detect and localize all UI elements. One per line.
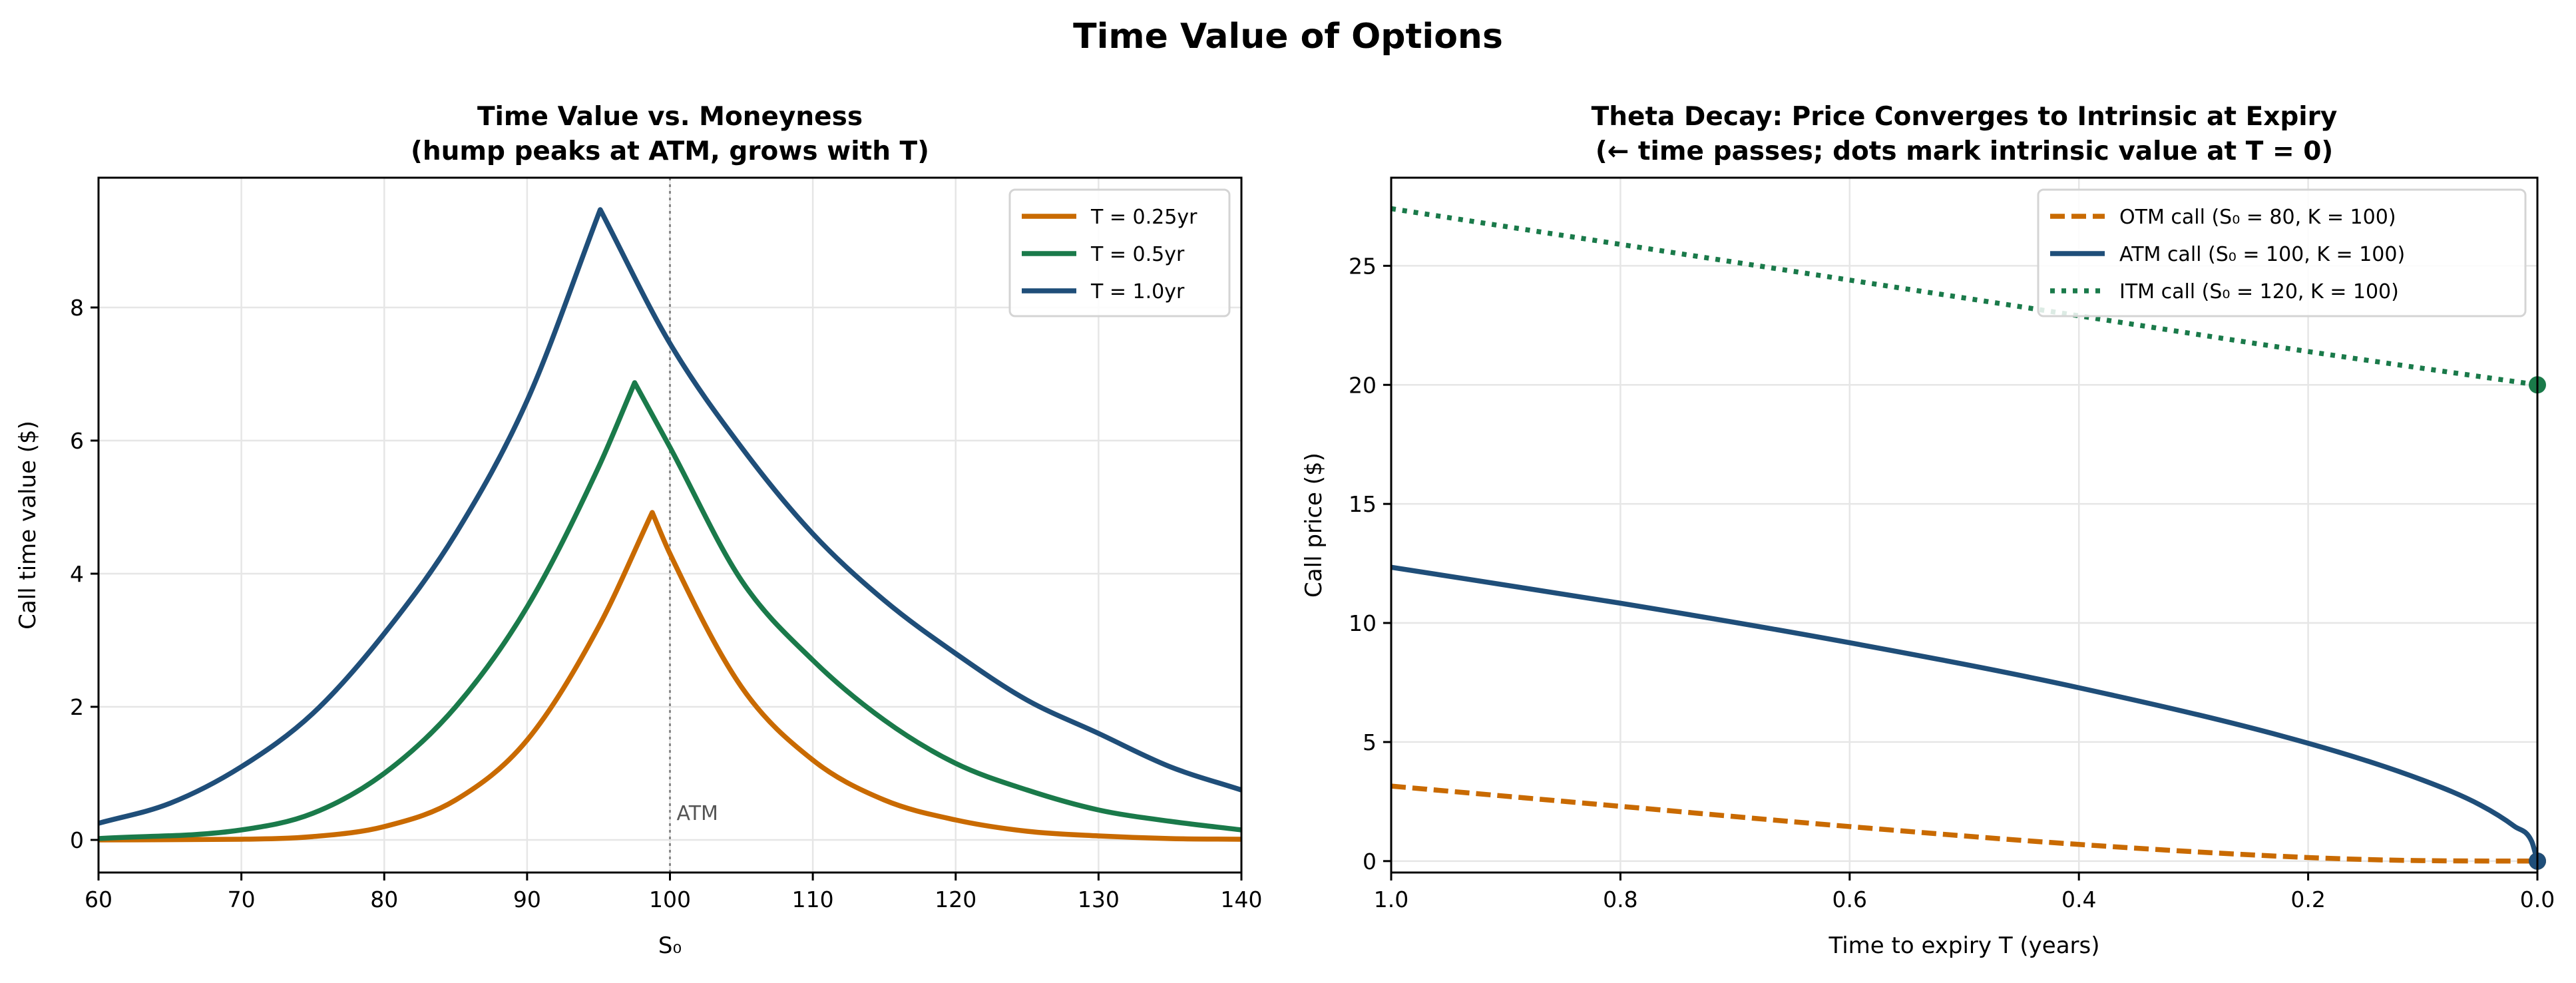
x-tick-label: 0.4: [2061, 886, 2096, 912]
x-tick-label: 0.8: [1603, 886, 1637, 912]
y-tick-label: 0: [1363, 849, 1377, 875]
figure-title: Time Value of Options: [1073, 17, 1503, 57]
legend-box: [1008, 188, 1231, 317]
series-line-blue: [1391, 564, 2537, 862]
y-tick-label: 5: [1363, 729, 1377, 755]
x-tick-label: 1.0: [1374, 886, 1408, 912]
y-tick-label: 0: [70, 827, 84, 853]
series-line-green: [1391, 206, 2537, 387]
x-tick-label: 0.6: [1832, 886, 1867, 912]
x-tick-label: 90: [513, 886, 541, 912]
x-tick-label: 70: [228, 886, 256, 912]
y-axis-label: Call price ($): [1301, 453, 1327, 598]
y-tick-label: 25: [1349, 253, 1377, 279]
legend-label: ITM call (S₀ = 120, K = 100): [2119, 280, 2399, 303]
legend-label: T = 1.0yr: [1090, 280, 1185, 303]
x-tick-label: 0.2: [2290, 886, 2325, 912]
y-tick-label: 4: [70, 561, 84, 587]
legend: OTM call (S₀ = 80, K = 100) ATM call (S₀ …: [2037, 188, 2527, 317]
chart-subtitle: (hump peaks at ATM, grows with T): [411, 136, 929, 166]
x-tick-label: 130: [1078, 886, 1120, 912]
chart-title: Theta Decay: Price Converges to Intrinsi…: [1592, 102, 2338, 132]
legend-label: ATM call (S₀ = 100, K = 100): [2119, 243, 2405, 266]
atm-annotation: ATM: [677, 802, 718, 825]
x-tick-label: 0.0: [2520, 886, 2555, 912]
right-chart-theta-decay: 1.0 0.8 0.6 0.4 0.2 0.0 0 5 10 15 20 25 Theta Decay:…: [1301, 102, 2555, 959]
legend-label: T = 0.5yr: [1090, 243, 1185, 266]
plot-area: ATM: [99, 178, 1241, 873]
series-line-green: [99, 380, 1241, 841]
series-line-orange: [1391, 783, 2537, 864]
x-tick-label: 140: [1221, 886, 1263, 912]
chart-title: Time Value vs. Moneyness: [477, 102, 863, 132]
legend-box: [2037, 188, 2527, 317]
axes-frame: [1390, 176, 2539, 874]
plot-area: [1391, 206, 2537, 864]
legend-label: OTM call (S₀ = 80, K = 100): [2119, 206, 2396, 229]
y-tick-label: 6: [70, 428, 84, 454]
series-line-orange: [99, 510, 1241, 843]
chart-subtitle: (← time passes; dots mark intrinsic valu…: [1596, 136, 2333, 166]
legend-label: T = 0.25yr: [1090, 206, 1197, 229]
x-tick-label: 110: [792, 886, 834, 912]
x-tick-label: 100: [649, 886, 691, 912]
y-axis-label: Call time value ($): [15, 421, 41, 630]
x-tick-label: 60: [85, 886, 112, 912]
y-tick-label: 15: [1349, 491, 1377, 517]
x-axis-label: Time to expiry T (years): [1828, 932, 2099, 959]
y-tick-label: 8: [70, 295, 84, 321]
y-tick-label: 20: [1349, 372, 1377, 398]
x-tick-label: 120: [935, 886, 976, 912]
x-axis-label: S₀: [658, 932, 682, 959]
y-tick-label: 10: [1349, 610, 1377, 636]
y-tick-label: 2: [70, 694, 84, 720]
left-chart-time-value-vs-moneyness: ATM 60 70 80 90 100 110 120 130 140 0 2 4 6 8 Time Valu…: [15, 102, 1263, 959]
x-tick-label: 80: [370, 886, 398, 912]
series-line-blue: [99, 207, 1241, 826]
legend: T = 0.25yr T = 0.5yr T = 1.0yr: [1008, 188, 1231, 317]
